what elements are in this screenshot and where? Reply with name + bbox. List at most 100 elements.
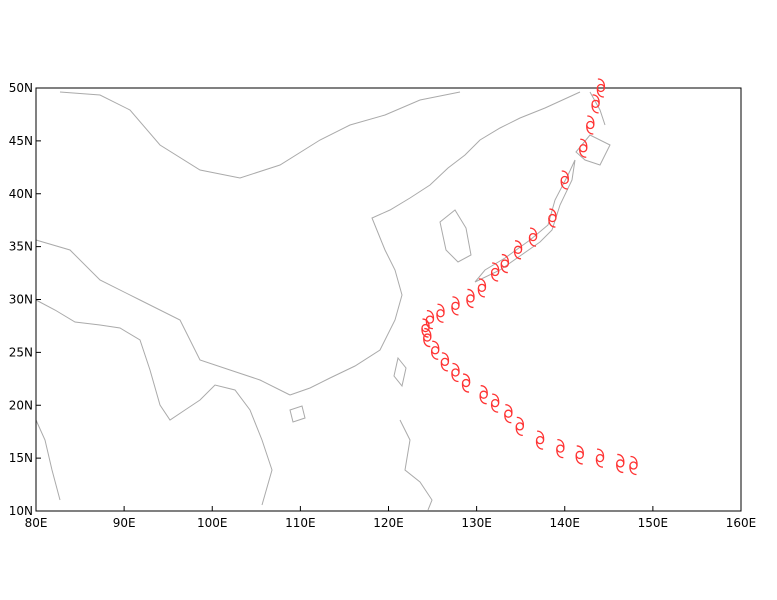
marker-arm (616, 463, 624, 474)
marker-eye (451, 368, 460, 377)
marker-arm (490, 403, 499, 413)
y-tick-label: 15N (9, 451, 33, 465)
marker-arm (587, 115, 595, 126)
marker-arm (478, 278, 487, 288)
y-tick-label: 30N (9, 293, 33, 307)
typhoon-marker (490, 262, 500, 282)
y-tick-label: 25N (9, 345, 33, 359)
y-tick-label: 45N (9, 134, 33, 148)
marker-arm (528, 237, 537, 247)
x-tick-label: 150E (638, 516, 669, 530)
marker-arm (579, 148, 587, 158)
x-tick-label: 130E (461, 516, 492, 530)
typhoon-marker (451, 296, 460, 316)
marker-eye (451, 301, 460, 310)
marker-arm (575, 454, 583, 465)
marker-arm (424, 327, 432, 338)
marker-arm (535, 440, 544, 450)
marker-arm (421, 327, 429, 338)
marker-eye (586, 120, 595, 130)
marker-eye (490, 398, 500, 408)
marker-arm (595, 458, 604, 468)
marker-arm (426, 309, 435, 320)
typhoon-marker (466, 288, 475, 309)
korea (439, 209, 472, 263)
marker-arm (557, 438, 565, 449)
typhoon-marker (616, 453, 625, 474)
map-frame (35, 87, 742, 512)
marker-eye (579, 144, 588, 153)
typhoon-marker (556, 438, 565, 459)
marker-arm (461, 382, 470, 393)
marker-arm (537, 430, 545, 441)
marker-arm (617, 453, 625, 464)
japan (474, 159, 576, 283)
marker-arm (452, 362, 460, 373)
marker-eye (515, 422, 524, 431)
border (35, 239, 291, 396)
marker-arm (580, 138, 588, 149)
marker-arm (492, 393, 500, 404)
typhoon-marker (586, 115, 595, 135)
marker-arm (425, 319, 433, 330)
marker-arm (591, 103, 599, 114)
marker-arm (548, 218, 556, 228)
sakhalin (589, 91, 606, 126)
typhoon-marker (560, 170, 569, 190)
y-tick-label: 10N (9, 504, 33, 518)
typhoon-marker (479, 385, 488, 405)
y-tick-label: 50N (9, 81, 33, 95)
typhoon-marker (629, 455, 638, 476)
marker-arm (431, 350, 439, 360)
marker-arm (490, 271, 499, 282)
coastline (35, 299, 273, 506)
marker-arm (451, 305, 459, 316)
marker-arm (504, 413, 512, 424)
marker-arm (514, 240, 523, 250)
marker-arm (561, 170, 569, 181)
marker-arm (467, 288, 475, 299)
marker-eye (560, 175, 569, 185)
marker-arm (529, 227, 538, 238)
hainan (289, 405, 306, 423)
y-tick-label: 35N (9, 240, 33, 254)
marker-eye (504, 409, 513, 418)
typhoon-marker (504, 404, 513, 424)
marker-arm (576, 445, 584, 456)
typhoon-marker (535, 430, 545, 450)
marker-eye (477, 283, 487, 293)
marker-arm (630, 455, 638, 466)
marker-arm (556, 448, 564, 459)
marker-eye (440, 357, 450, 367)
typhoon-marker (461, 373, 471, 393)
marker-arm (432, 340, 440, 351)
typhoon-marker (515, 416, 524, 437)
marker-arm (441, 352, 450, 362)
marker-eye (616, 459, 625, 468)
marker-arm (437, 303, 445, 314)
coastline (35, 419, 61, 501)
typhoon-marker (513, 240, 523, 260)
x-tick-label: 140E (550, 516, 581, 530)
typhoon-marker (490, 393, 500, 413)
marker-arm (479, 394, 487, 405)
typhoon-marker (436, 303, 445, 323)
marker-arm (505, 404, 513, 414)
marker-arm (480, 385, 488, 395)
typhoon-marker (431, 340, 440, 360)
marker-eye (436, 309, 445, 318)
marker-eye (479, 390, 488, 399)
x-tick-label: 80E (25, 516, 48, 530)
typhoon-marker (595, 448, 605, 468)
marker-arm (462, 373, 471, 384)
marker-eye (535, 435, 545, 445)
typhoon-marker (548, 208, 557, 228)
marker-arm (549, 208, 557, 219)
marker-arm (586, 124, 594, 135)
marker-arm (436, 313, 444, 323)
typhoon-marker (579, 138, 588, 158)
marker-arm (477, 287, 485, 298)
x-tick-label: 160E (726, 516, 757, 530)
marker-arm (592, 94, 600, 104)
marker-eye (461, 378, 471, 388)
